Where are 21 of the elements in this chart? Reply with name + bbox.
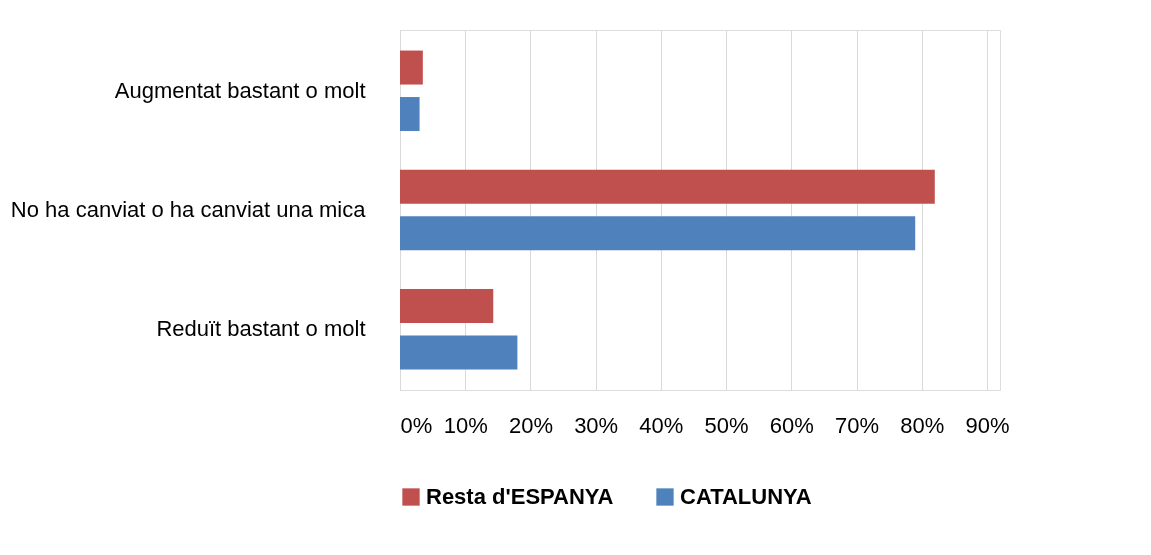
x-tick-label: 50% bbox=[704, 412, 749, 438]
x-tick-label: 0% bbox=[400, 412, 433, 438]
x-tick-label: 30% bbox=[574, 412, 619, 438]
x-tick-label: 10% bbox=[443, 412, 488, 438]
bar bbox=[400, 288, 494, 323]
x-tick-label: 90% bbox=[965, 412, 1010, 438]
y-tick-label: Augmentat bastant o molt bbox=[114, 77, 366, 103]
y-tick-label: No ha canviat o ha canviat una mica bbox=[10, 197, 367, 222]
bar bbox=[400, 50, 423, 85]
bar bbox=[400, 97, 420, 132]
x-tick-label: 60% bbox=[769, 412, 814, 438]
legend-label: Resta d'ESPANYA bbox=[426, 484, 614, 509]
x-tick-label: 40% bbox=[639, 412, 684, 438]
x-tick-label: 20% bbox=[508, 412, 553, 438]
legend-label: CATALUNYA bbox=[680, 484, 812, 509]
bar bbox=[400, 335, 518, 370]
x-tick-label: 70% bbox=[835, 412, 880, 438]
bar bbox=[400, 216, 916, 251]
x-tick-label: 80% bbox=[900, 412, 945, 438]
y-tick-label: Reduït bastant o molt bbox=[156, 316, 366, 342]
bar bbox=[400, 169, 935, 204]
